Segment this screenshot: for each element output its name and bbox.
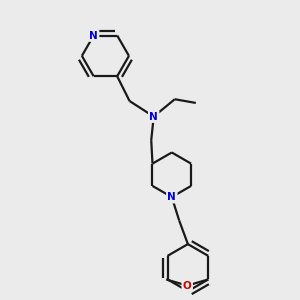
Text: N: N [89, 31, 98, 40]
Text: O: O [183, 280, 192, 291]
Text: N: N [149, 112, 158, 122]
Text: N: N [167, 192, 176, 202]
